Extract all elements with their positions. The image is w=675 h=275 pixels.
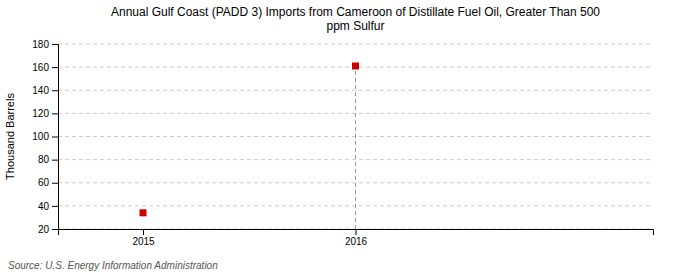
tick-mark [52,160,58,161]
y-tick: 100 [32,131,58,142]
tick-mark [52,113,58,114]
y-tick: 40 [38,201,58,212]
tick-mark [52,44,58,45]
source: Source: U.S. Energy Information Administ… [8,260,218,271]
tick-mark [52,90,58,91]
grid [58,44,653,229]
plot: 20 40 60 80 100 120 140 160 180 2015 2016 [32,39,653,247]
tick-label: 180 [32,39,49,50]
tick-mark [52,183,58,184]
tick-label: 60 [38,177,50,188]
tick-mark [52,137,58,138]
tick-label: 40 [38,201,50,212]
grid-line [58,159,653,160]
y-tick: 20 [38,224,58,235]
tick-label: 140 [32,85,49,96]
grid-line [58,44,653,45]
tick-mark [143,229,144,235]
y-tick: 60 [38,177,58,188]
x-axis: 2015 2016 [59,229,654,247]
axis-domain [59,230,654,236]
tick-mark [52,206,58,207]
tick-label: 160 [32,62,49,73]
tick-label: 20 [38,224,50,235]
title: Annual Gulf Coast (PADD 3) Imports from … [111,5,600,33]
y-axis: 20 40 60 80 100 120 140 160 180 [32,39,58,235]
tick-label: 2016 [345,236,368,247]
x-tick: 2015 [132,229,155,247]
y-tick: 80 [38,154,58,165]
y-label: Thousand Barrels [4,93,16,180]
point [352,62,359,69]
point [140,209,147,216]
tick-label: 80 [38,154,50,165]
y-tick: 140 [32,85,58,96]
y-tick: 180 [32,39,58,50]
tick-label: 100 [32,131,49,142]
tick-mark [356,229,357,235]
tick-label: 120 [32,108,49,119]
chart: 20 40 60 80 100 120 140 160 180 2015 2016 Annual Gu… [0,0,675,275]
tick-label: 2015 [132,236,155,247]
grid-line [58,90,653,91]
x-tick: 2016 [345,229,368,247]
y-tick: 160 [32,62,58,73]
tick-mark [52,229,58,230]
axis-domain [52,45,59,230]
tick-mark [52,67,58,68]
y-tick: 120 [32,108,58,119]
drop-line [355,66,356,229]
marks [140,62,360,229]
